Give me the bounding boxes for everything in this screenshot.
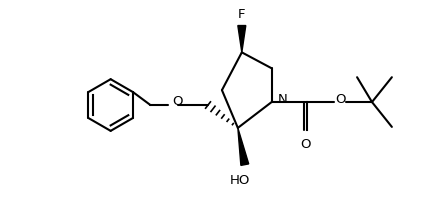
Text: O: O [335, 93, 346, 106]
Text: F: F [238, 7, 245, 20]
Text: O: O [300, 138, 311, 151]
Text: O: O [172, 95, 182, 108]
Text: N: N [278, 93, 288, 106]
Text: HO: HO [230, 174, 250, 187]
Polygon shape [238, 26, 246, 52]
Polygon shape [238, 128, 249, 165]
